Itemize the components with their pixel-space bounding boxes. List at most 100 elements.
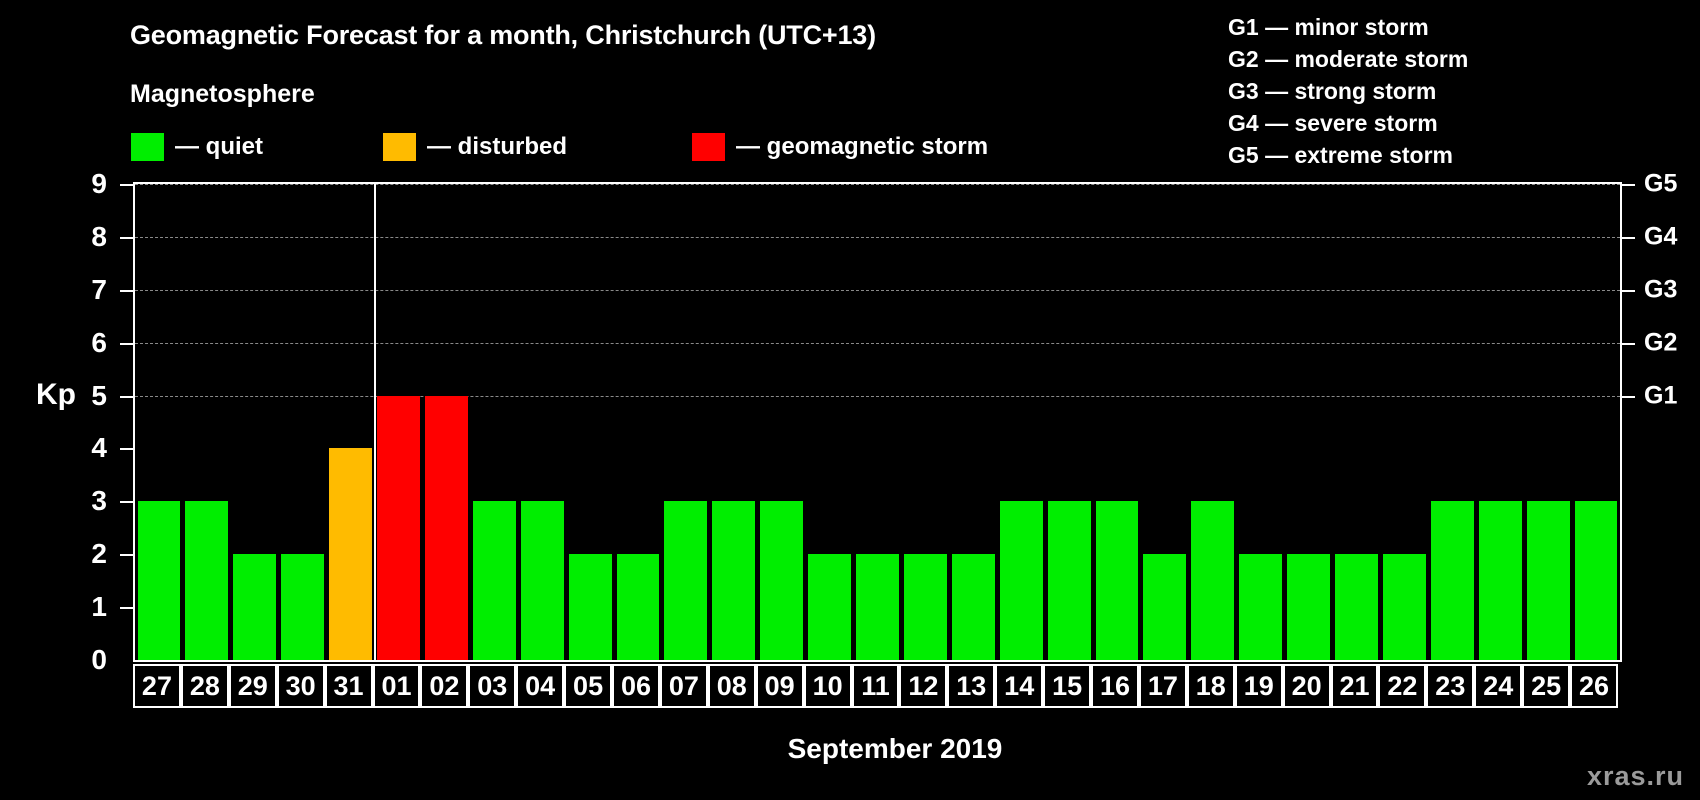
- bar-day-08[interactable]: [712, 501, 756, 660]
- day-label-21[interactable]: 21: [1330, 664, 1379, 708]
- g-scale-row: G1 — minor storm: [1228, 14, 1429, 40]
- day-label-22[interactable]: 22: [1378, 664, 1427, 708]
- day-label-text: 24: [1483, 670, 1514, 701]
- day-label-19[interactable]: 19: [1234, 664, 1283, 708]
- day-label-18[interactable]: 18: [1186, 664, 1235, 708]
- day-label-17[interactable]: 17: [1138, 664, 1187, 708]
- g-scale-row: G5 — extreme storm: [1228, 142, 1453, 168]
- day-label-07[interactable]: 07: [659, 664, 708, 708]
- bar-day-02[interactable]: [424, 395, 468, 660]
- day-label-08[interactable]: 08: [707, 664, 756, 708]
- y-axis-gscale: G1 G2 G3 G4 G5: [1622, 170, 1700, 662]
- g-tick-label-G3: G3: [1644, 275, 1678, 304]
- day-label-28[interactable]: 28: [180, 664, 229, 708]
- day-label-27[interactable]: 27: [133, 664, 181, 708]
- bar-day-22[interactable]: [1382, 554, 1426, 660]
- g-tick-mark-G4: [1622, 236, 1635, 239]
- y-tick-label-2: 2: [91, 538, 107, 570]
- g-tick-mark-G2: [1622, 342, 1635, 345]
- bar-day-12[interactable]: [903, 554, 947, 660]
- bar-day-24[interactable]: [1478, 501, 1522, 660]
- g-tick-label-G2: G2: [1644, 328, 1678, 357]
- day-label-29[interactable]: 29: [228, 664, 277, 708]
- bar-day-06[interactable]: [616, 554, 660, 660]
- day-label-11[interactable]: 11: [851, 664, 900, 708]
- y-axis-kp: 0 1 2 3 4 5 6 7 8 9: [70, 168, 133, 675]
- bar-day-05[interactable]: [568, 554, 612, 660]
- bar-day-23[interactable]: [1430, 501, 1474, 660]
- y-tick-label-1: 1: [91, 591, 107, 623]
- bar-day-07[interactable]: [664, 501, 708, 660]
- g-tick-label-G5: G5: [1644, 169, 1678, 198]
- day-label-09[interactable]: 09: [755, 664, 804, 708]
- bar-day-17[interactable]: [1143, 554, 1187, 660]
- y-tick-label-0: 0: [91, 644, 107, 675]
- day-label-text: 11: [861, 670, 890, 701]
- bar-day-11[interactable]: [856, 554, 899, 660]
- y-tick-label-7: 7: [91, 273, 107, 305]
- day-label-31[interactable]: 31: [324, 664, 373, 708]
- y-tick-mark-7: [120, 289, 133, 292]
- day-label-23[interactable]: 23: [1426, 664, 1475, 708]
- x-axis-title-text: September 2019: [787, 733, 1003, 764]
- day-label-text: 26: [1579, 670, 1610, 701]
- legend-item-disturbed: — disturbed: [383, 132, 567, 162]
- bar-day-28[interactable]: [185, 501, 229, 660]
- red-square-icon: [692, 133, 726, 161]
- day-label-05[interactable]: 05: [564, 664, 613, 708]
- bar-day-19[interactable]: [1239, 554, 1283, 660]
- day-label-24[interactable]: 24: [1474, 664, 1523, 708]
- bar-day-30[interactable]: [281, 554, 325, 660]
- day-label-text: 13: [956, 670, 987, 701]
- bar-day-20[interactable]: [1287, 554, 1331, 660]
- bar-day-31[interactable]: [329, 448, 372, 660]
- bar-day-15[interactable]: [1047, 501, 1091, 660]
- plot-area: [133, 182, 1622, 662]
- bar-day-14[interactable]: [999, 501, 1043, 660]
- day-label-04[interactable]: 04: [516, 664, 565, 708]
- day-label-16[interactable]: 16: [1091, 664, 1139, 708]
- bars-layer: [135, 184, 1620, 660]
- day-label-25[interactable]: 25: [1522, 664, 1571, 708]
- x-axis-day-labels: 27 28 29 30 31 01 02 03 04 05 06 07 08 09 10 11 12 13 14 15…: [133, 664, 1622, 708]
- bar-day-10[interactable]: [808, 554, 852, 660]
- day-label-text: 25: [1531, 670, 1562, 701]
- bar-day-21[interactable]: [1335, 554, 1378, 660]
- bar-day-18[interactable]: [1191, 501, 1235, 660]
- day-label-06[interactable]: 06: [612, 664, 660, 708]
- day-label-15[interactable]: 15: [1043, 664, 1092, 708]
- bar-day-04[interactable]: [520, 501, 564, 660]
- bar-day-01[interactable]: [377, 395, 420, 660]
- y-tick-mark-2: [120, 554, 133, 557]
- day-label-01[interactable]: 01: [372, 664, 421, 708]
- bar-day-03[interactable]: [472, 501, 516, 660]
- bar-day-09[interactable]: [760, 501, 804, 660]
- day-label-14[interactable]: 14: [995, 664, 1044, 708]
- day-label-10[interactable]: 10: [803, 664, 852, 708]
- day-label-02[interactable]: 02: [420, 664, 469, 708]
- day-label-text: 02: [429, 670, 460, 701]
- bar-day-25[interactable]: [1526, 501, 1570, 660]
- day-label-text: 09: [764, 670, 795, 701]
- y-axis-title: Kp: [36, 378, 76, 411]
- gridline-kp-6: [135, 342, 1620, 344]
- g-scale-legend: G1 — minor storm G2 — moderate storm G3 — …: [1228, 11, 1468, 171]
- day-label-26[interactable]: 26: [1570, 664, 1618, 708]
- day-label-text: 10: [812, 670, 843, 701]
- day-label-12[interactable]: 12: [899, 664, 948, 708]
- day-label-text: 18: [1195, 670, 1226, 701]
- magnetosphere-label: Magnetosphere: [130, 80, 315, 108]
- g-tick-mark-G1: [1622, 395, 1635, 398]
- day-label-13[interactable]: 13: [947, 664, 996, 708]
- y-tick-label-3: 3: [91, 485, 107, 517]
- bar-day-13[interactable]: [951, 554, 995, 660]
- day-label-03[interactable]: 03: [468, 664, 517, 708]
- day-label-30[interactable]: 30: [276, 664, 325, 708]
- bar-day-29[interactable]: [233, 554, 277, 660]
- bar-day-26[interactable]: [1574, 501, 1618, 660]
- day-label-20[interactable]: 20: [1282, 664, 1331, 708]
- day-label-text: 08: [716, 670, 747, 701]
- g-tick-mark-G3: [1622, 289, 1635, 292]
- bar-day-16[interactable]: [1095, 501, 1139, 660]
- bar-day-27[interactable]: [137, 501, 181, 660]
